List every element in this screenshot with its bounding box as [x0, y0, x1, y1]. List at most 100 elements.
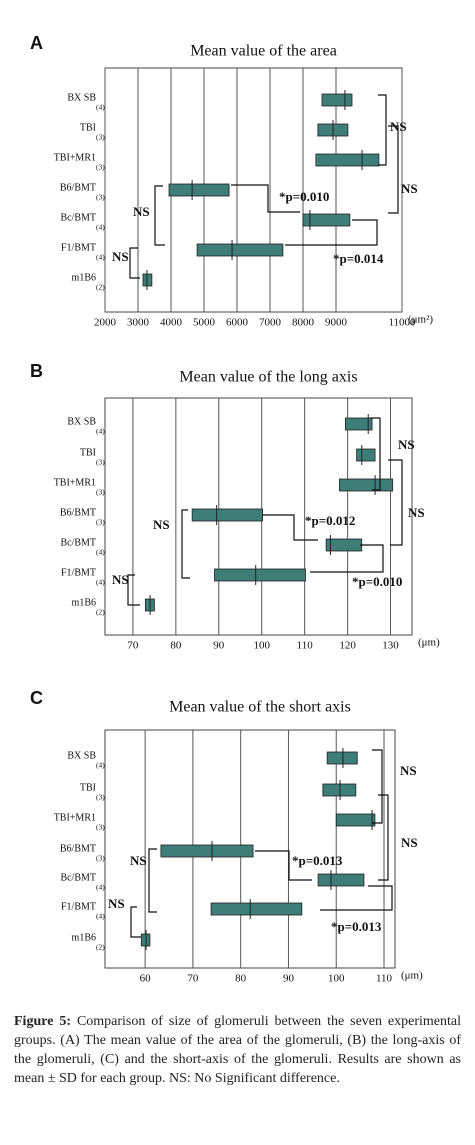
- range-bar: [356, 448, 376, 462]
- category-label: TBI+MR1: [54, 812, 96, 823]
- caption-text: Comparison of size of glomeruli between …: [14, 1014, 462, 1086]
- category-label: BX SB: [67, 750, 96, 761]
- significance-label: NS: [130, 853, 147, 868]
- range-bar: [315, 153, 380, 167]
- significance-bracket: [378, 94, 387, 166]
- group-size: (2): [96, 283, 105, 292]
- range-bar: [326, 751, 358, 765]
- x-tick-label: 80: [235, 973, 247, 985]
- group-size: (4): [96, 883, 105, 892]
- figure: A Mean value of the area 2000 3000 4000 5000 6…: [30, 33, 440, 985]
- category-label: TBI+MR1: [54, 477, 96, 488]
- group-size: (4): [96, 427, 105, 436]
- significance-bracket: [129, 247, 140, 279]
- category-label: m1B6: [72, 932, 96, 943]
- x-tick-label: 4000: [160, 317, 183, 329]
- group-size: (4): [96, 578, 105, 587]
- significance-label: *p=0.013: [331, 919, 382, 934]
- significance-label: *p=0.010: [279, 189, 329, 204]
- significance-label: NS: [108, 896, 125, 911]
- x-tick-label: 70: [187, 973, 199, 985]
- caption-label: Figure 5:: [14, 1014, 71, 1029]
- category-label: BX SB: [67, 416, 96, 427]
- range-bar: [317, 873, 365, 887]
- x-tick-label: 100: [253, 640, 270, 652]
- significance-label: NS: [401, 835, 418, 850]
- significance-label: NS: [401, 181, 418, 196]
- range-bar: [168, 183, 230, 197]
- group-size: (4): [96, 761, 105, 770]
- x-tick-label: 110: [297, 640, 314, 652]
- significance-bracket: [148, 848, 157, 913]
- group-size: (4): [96, 103, 105, 112]
- range-bar: [196, 243, 284, 257]
- group-size: (4): [96, 912, 105, 921]
- chart-title: Mean value of the long axis: [179, 369, 357, 386]
- group-size: (2): [96, 608, 105, 617]
- significance-bracket: [181, 509, 190, 579]
- category-label: m1B6: [72, 272, 96, 283]
- significance-label: NS: [112, 249, 129, 264]
- group-size: (4): [96, 253, 105, 262]
- significance-bracket: [372, 749, 383, 824]
- category-label: B6/BMT: [60, 507, 96, 518]
- x-tick-label: 90: [213, 640, 225, 652]
- x-tick-label: 2000: [94, 317, 117, 329]
- x-tick-label: 90: [283, 973, 295, 985]
- significance-bracket: [231, 184, 300, 213]
- x-tick-label: 130: [382, 640, 399, 652]
- caption: Figure 5: Comparison of size of glomerul…: [14, 1012, 461, 1088]
- significance-bracket: [388, 125, 399, 214]
- category-label: Bc/BMT: [60, 212, 96, 223]
- range-bar: [160, 844, 254, 858]
- category-label: TBI+MR1: [54, 152, 96, 163]
- group-size: (3): [96, 823, 105, 832]
- range-bar: [345, 417, 373, 431]
- significance-label: NS: [153, 517, 170, 532]
- significance-bracket: [255, 850, 312, 881]
- category-label: BX SB: [67, 92, 96, 103]
- range-bar: [191, 508, 263, 522]
- x-tick-label: 3000: [127, 317, 150, 329]
- plot-frame: [104, 397, 413, 636]
- significance-bracket: [388, 459, 403, 546]
- x-tick-label: 7000: [259, 317, 282, 329]
- category-label: F1/BMT: [61, 242, 96, 253]
- category-label: B6/BMT: [60, 843, 96, 854]
- plot-frame: [104, 729, 396, 969]
- panel-letter: B: [30, 361, 43, 381]
- group-size: (3): [96, 488, 105, 497]
- x-tick-label: 8000: [292, 317, 315, 329]
- group-size: (2): [96, 943, 105, 952]
- significance-bracket: [370, 417, 381, 491]
- significance-bracket: [320, 885, 393, 911]
- x-tick-label: 9000: [325, 317, 348, 329]
- range-bar: [322, 783, 357, 797]
- x-tick-label: 120: [339, 640, 356, 652]
- x-tick-label: 11000: [388, 317, 416, 329]
- x-tick-label: 80: [170, 640, 182, 652]
- unit-label: (μm): [418, 637, 440, 649]
- range-bar: [302, 213, 351, 227]
- x-tick-label: 100: [328, 973, 345, 985]
- significance-bracket: [127, 574, 140, 606]
- significance-label: *p=0.014: [333, 251, 384, 266]
- category-label: F1/BMT: [61, 901, 96, 912]
- unit-label: (μm²): [408, 314, 433, 326]
- significance-bracket: [378, 794, 389, 881]
- category-label: Bc/BMT: [60, 872, 96, 883]
- significance-bracket: [310, 544, 384, 573]
- unit-label: (μm): [401, 970, 423, 982]
- category-label: Bc/BMT: [60, 537, 96, 548]
- x-tick-label: 6000: [226, 317, 249, 329]
- range-bar: [335, 813, 376, 827]
- significance-label: NS: [390, 119, 407, 134]
- x-tick-label: 70: [127, 640, 139, 652]
- significance-bracket: [285, 219, 378, 246]
- group-size: (3): [96, 854, 105, 863]
- significance-bracket: [154, 185, 165, 246]
- significance-label: NS: [398, 437, 415, 452]
- significance-label: NS: [400, 763, 417, 778]
- category-label: B6/BMT: [60, 182, 96, 193]
